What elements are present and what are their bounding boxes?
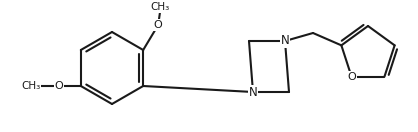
Text: CH₃: CH₃ bbox=[150, 2, 170, 12]
Text: O: O bbox=[54, 81, 63, 91]
Text: N: N bbox=[280, 34, 289, 48]
Text: O: O bbox=[154, 20, 163, 30]
Text: N: N bbox=[249, 86, 257, 98]
Text: O: O bbox=[347, 72, 356, 82]
Text: CH₃: CH₃ bbox=[21, 81, 41, 91]
